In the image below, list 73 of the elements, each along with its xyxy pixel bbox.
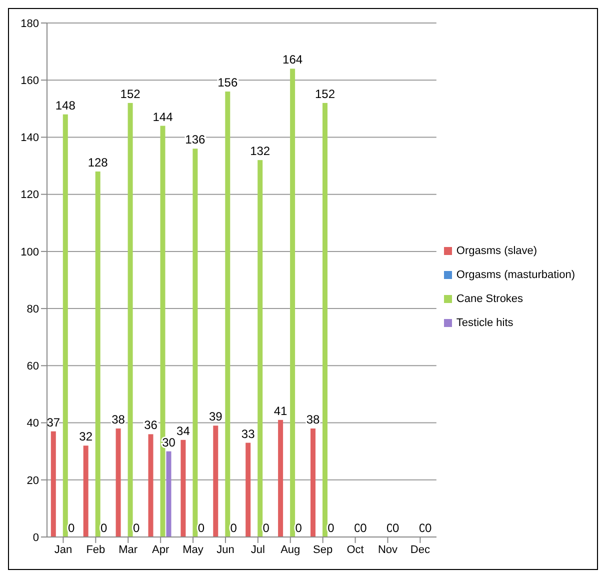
y-tick-label: 140 (20, 132, 39, 144)
data-label: 136 (185, 132, 206, 147)
data-label: 0 (230, 521, 238, 535)
x-tick-label: Jun (216, 544, 234, 556)
data-label: 152 (120, 86, 141, 101)
y-tick-label: 100 (20, 246, 39, 258)
bar (116, 428, 121, 537)
y-tick-label: 20 (26, 474, 39, 487)
y-tick-label: 60 (26, 360, 39, 373)
bar (148, 434, 154, 537)
x-tick-label: Jan (54, 544, 72, 556)
data-label: 0 (132, 521, 140, 535)
y-tick-label: 160 (20, 75, 39, 88)
x-tick-label: Apr (152, 544, 170, 556)
data-label: 37 (46, 415, 60, 430)
data-label: 0 (392, 521, 400, 535)
bar (166, 451, 172, 537)
legend-label: Orgasms (slave) (456, 245, 538, 257)
bar (225, 92, 230, 537)
bar (213, 426, 218, 537)
bar (95, 171, 100, 537)
data-label: 33 (241, 426, 256, 441)
data-label: 34 (176, 424, 190, 438)
data-label: 0 (100, 521, 108, 535)
data-label: 32 (79, 430, 93, 444)
data-label: 36 (144, 418, 158, 432)
data-label: 144 (152, 110, 174, 124)
data-label: 41 (274, 404, 288, 418)
bar (83, 446, 88, 537)
data-label: 132 (250, 144, 270, 158)
data-label: 39 (208, 410, 223, 424)
bar (180, 440, 186, 537)
x-tick-label: Nov (378, 544, 398, 556)
data-label: 0 (425, 521, 432, 535)
data-label: 148 (55, 98, 76, 112)
x-tick-label: Dec (410, 544, 430, 556)
legend-label: Cane Strokes (456, 293, 524, 305)
y-tick-label: 0 (32, 532, 39, 544)
y-tick-label: 180 (20, 18, 39, 30)
data-label: 0 (328, 521, 335, 535)
data-label: 164 (282, 52, 303, 67)
data-label: 152 (314, 86, 336, 101)
x-tick-label: Mar (118, 544, 138, 556)
bar (258, 160, 263, 537)
bar (322, 102, 328, 537)
y-tick-label: 80 (26, 303, 39, 316)
x-tick-label: Aug (280, 544, 300, 556)
bar (246, 442, 251, 537)
bar (50, 431, 56, 537)
data-label: 0 (360, 521, 368, 535)
data-label: 38 (306, 412, 320, 426)
legend-label: Testicle hits (456, 317, 514, 329)
bar (290, 68, 296, 537)
x-tick-label: Oct (346, 544, 364, 556)
data-label: 38 (112, 412, 126, 426)
data-label: 156 (218, 76, 238, 90)
bar (310, 428, 316, 537)
data-label: 128 (88, 155, 108, 170)
legend-label: Orgasms (masturbation) (456, 269, 575, 281)
x-tick-label: Jul (250, 544, 265, 556)
data-label: 0 (262, 521, 270, 535)
data-label: 0 (295, 521, 302, 535)
data-label: 0 (198, 521, 205, 535)
bar (128, 102, 133, 537)
y-tick-label: 40 (26, 418, 39, 430)
bar (62, 114, 68, 537)
x-tick-label: Sep (313, 544, 333, 556)
x-tick-label: May (182, 544, 204, 556)
bar (192, 148, 198, 537)
x-tick-label: Feb (86, 544, 106, 556)
data-label: 0 (68, 521, 76, 535)
bar (278, 420, 284, 537)
y-tick-label: 120 (20, 189, 39, 202)
